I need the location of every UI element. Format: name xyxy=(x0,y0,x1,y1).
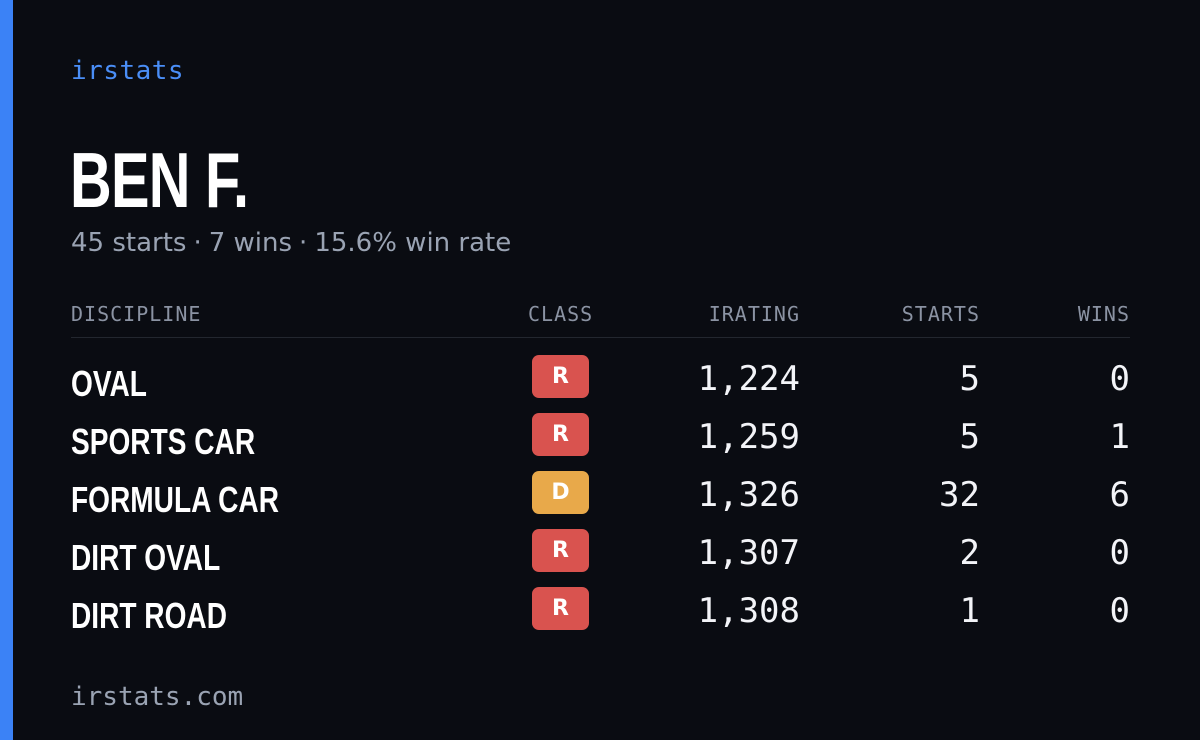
starts-value: 2 xyxy=(959,533,980,573)
starts-summary: 45 starts xyxy=(71,228,187,258)
class-badge: R xyxy=(532,529,589,572)
wins-value: 6 xyxy=(1109,475,1130,515)
starts-value: 5 xyxy=(959,417,980,457)
summary-separator: · xyxy=(299,228,308,258)
wins-value: 0 xyxy=(1109,591,1130,631)
wins-summary: 7 wins xyxy=(208,228,293,258)
discipline-name: OVAL xyxy=(71,363,147,404)
starts-value: 1 xyxy=(959,591,980,631)
winrate-summary: 15.6% win rate xyxy=(314,228,512,258)
header-irating: IRATING xyxy=(708,302,800,326)
driver-summary: 45 starts · 7 wins · 15.6% win rate xyxy=(71,228,511,258)
table-row: DIRT ROAD R 1,308 1 0 xyxy=(0,587,1200,645)
irating-value: 1,307 xyxy=(697,533,800,573)
summary-separator: · xyxy=(193,228,202,258)
header-discipline: DISCIPLINE xyxy=(71,302,202,326)
wins-value: 0 xyxy=(1109,359,1130,399)
header-starts: STARTS xyxy=(901,302,980,326)
table-row: OVAL R 1,224 5 0 xyxy=(0,355,1200,413)
class-badge: R xyxy=(532,413,589,456)
irating-value: 1,259 xyxy=(697,417,800,457)
discipline-name: FORMULA CAR xyxy=(71,479,279,520)
table-row: FORMULA CAR D 1,326 32 6 xyxy=(0,471,1200,529)
starts-value: 5 xyxy=(959,359,980,399)
discipline-name: DIRT ROAD xyxy=(71,595,227,636)
starts-value: 32 xyxy=(939,475,980,515)
wins-value: 0 xyxy=(1109,533,1130,573)
class-badge: R xyxy=(532,355,589,398)
table-row: SPORTS CAR R 1,259 5 1 xyxy=(0,413,1200,471)
wins-value: 1 xyxy=(1109,417,1130,457)
irating-value: 1,308 xyxy=(697,591,800,631)
irating-value: 1,224 xyxy=(697,359,800,399)
header-wins: WINS xyxy=(1077,302,1130,326)
discipline-name: DIRT OVAL xyxy=(71,537,221,578)
footer-url: irstats.com xyxy=(71,682,244,712)
accent-bar xyxy=(0,0,13,740)
class-badge: R xyxy=(532,587,589,630)
table-row: DIRT OVAL R 1,307 2 0 xyxy=(0,529,1200,587)
brand-logo-text: irstats xyxy=(71,56,185,86)
driver-name: BEN F. xyxy=(70,136,249,224)
header-divider xyxy=(71,337,1130,338)
irating-value: 1,326 xyxy=(697,475,800,515)
discipline-name: SPORTS CAR xyxy=(71,421,256,462)
class-badge: D xyxy=(532,471,589,514)
header-class: CLASS xyxy=(528,302,594,326)
